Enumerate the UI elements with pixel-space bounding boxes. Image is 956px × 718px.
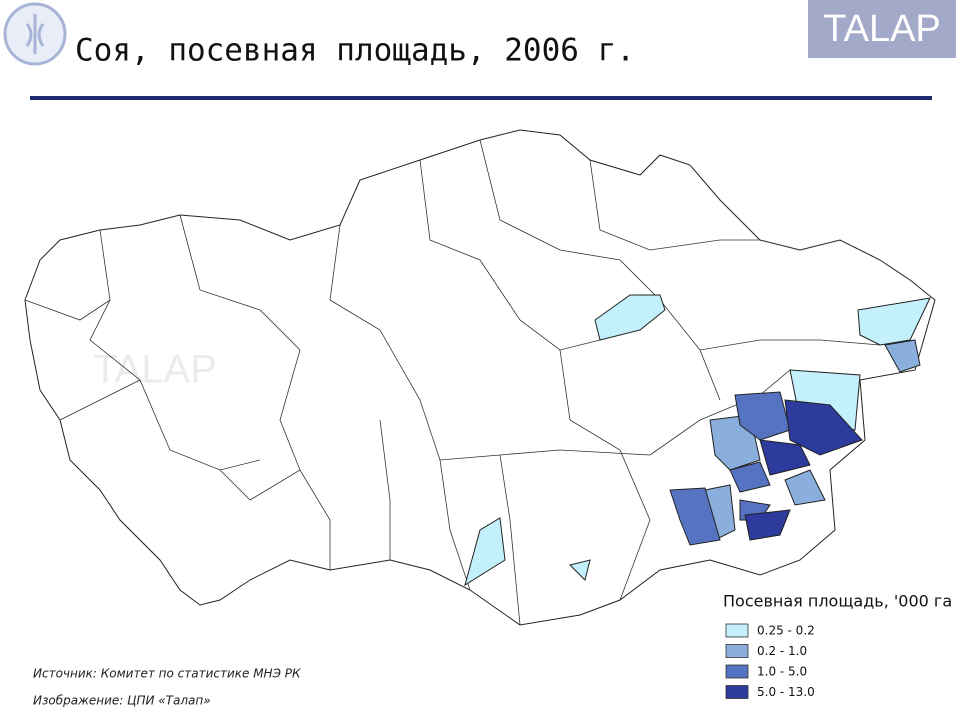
district <box>594 294 666 341</box>
district <box>744 509 791 541</box>
source-note: Источник: Комитет по статистике МНЭ РК <box>33 667 301 681</box>
image-credit: Изображение: ЦПИ «Талап» <box>33 694 211 708</box>
logo-box <box>808 0 956 58</box>
legend-title: Посевная площадь, '000 га <box>723 592 952 611</box>
district <box>734 391 791 441</box>
legend-label: 1.0 - 5.0 <box>757 665 807 679</box>
legend-swatch <box>725 685 749 699</box>
district <box>784 469 826 506</box>
district <box>569 559 591 581</box>
watermark: TALAP <box>93 348 217 392</box>
district <box>759 439 811 476</box>
slide-title: Соя, посевная площадь, 2006 г. <box>75 33 635 69</box>
district <box>884 339 921 373</box>
district <box>729 461 771 493</box>
legend-swatch <box>725 644 749 658</box>
logo-text: TALAP <box>823 8 941 50</box>
legend-label: 0.25 - 0.2 <box>757 624 815 638</box>
map: TALAP <box>24 129 936 626</box>
legend: Посевная площадь, '000 га 0.25 - 0.2 0.2 … <box>723 592 952 700</box>
district <box>784 399 863 456</box>
shaded-districts <box>464 294 931 587</box>
legend-swatch <box>725 664 749 679</box>
fao-logo <box>3 2 67 66</box>
legend-label: 0.2 - 1.0 <box>757 644 807 658</box>
legend-swatch <box>725 623 749 638</box>
district-borders <box>24 139 881 626</box>
legend-label: 5.0 - 13.0 <box>757 685 815 699</box>
district <box>464 517 506 587</box>
district <box>669 487 721 546</box>
district <box>857 297 931 346</box>
